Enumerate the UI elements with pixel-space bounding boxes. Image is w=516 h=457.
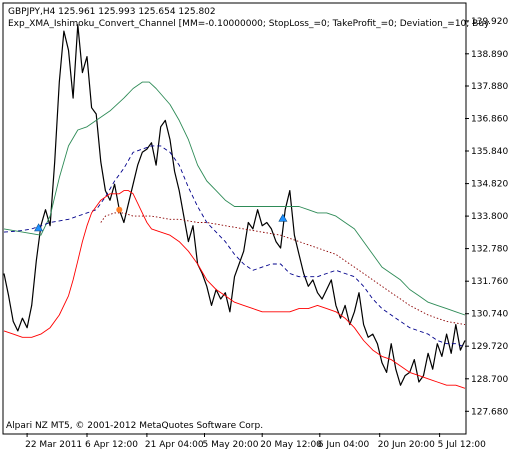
y-tick-label: 128.700 bbox=[471, 375, 508, 385]
y-tick-label: 130.740 bbox=[471, 310, 508, 320]
x-axis: 22 Mar 2011 6 Apr 12:00 21 Apr 04:005 May … bbox=[25, 433, 486, 450]
x-tick-label: 6 Apr 12:00 bbox=[85, 440, 138, 450]
chart-copyright: Alpari NZ MT5, © 2001-2012 MetaQuotes So… bbox=[6, 421, 263, 431]
series-upper-band-line bbox=[3, 81, 466, 316]
y-tick-label: 127.680 bbox=[471, 407, 508, 417]
chart-header-symbol: GBPJPY,H4 125.961 125.993 125.654 125.80… bbox=[8, 7, 216, 17]
series-channel-trail-line bbox=[100, 212, 466, 326]
x-tick-label: 21 Apr 04:00 bbox=[145, 440, 204, 450]
plot-frame bbox=[2, 2, 467, 435]
x-tick-label: 6 Jun 04:00 bbox=[318, 440, 370, 450]
marker-exit-dot-1 bbox=[116, 206, 123, 213]
y-tick-label: 131.760 bbox=[471, 277, 508, 287]
x-tick-label: 20 Jun 20:00 bbox=[378, 440, 435, 450]
y-tick-label: 136.860 bbox=[471, 115, 508, 125]
x-tick-label: 20 May 12:00 bbox=[260, 440, 322, 450]
x-tick-label: 5 Jul 12:00 bbox=[438, 440, 487, 450]
y-tick-label: 138.890 bbox=[471, 50, 508, 60]
x-tick-label: 5 May 20:00 bbox=[203, 440, 259, 450]
y-tick-label: 129.720 bbox=[471, 342, 508, 352]
series-price-line bbox=[3, 24, 466, 386]
y-tick-label: 137.880 bbox=[471, 82, 508, 92]
series-middle-line-line bbox=[3, 145, 466, 348]
y-tick-label: 132.780 bbox=[471, 245, 508, 255]
y-tick-label: 134.820 bbox=[471, 180, 508, 190]
y-tick-label: 133.800 bbox=[471, 212, 508, 222]
y-tick-label: 135.840 bbox=[471, 147, 508, 157]
marker-buy-arrow-2 bbox=[278, 213, 288, 222]
chart-header-indicator: Exp_XMA_Ishimoku_Convert_Channel [MM=-0.… bbox=[8, 19, 490, 29]
x-tick-label: 22 Mar 2011 bbox=[25, 440, 82, 450]
y-tick-label: 139.920 bbox=[471, 17, 508, 27]
series-lower-band-line bbox=[3, 190, 466, 389]
marker-buy-arrow-1 bbox=[34, 223, 44, 232]
y-axis: 139.920 138.890 137.880 136.860 135.840 134.8… bbox=[465, 17, 508, 417]
